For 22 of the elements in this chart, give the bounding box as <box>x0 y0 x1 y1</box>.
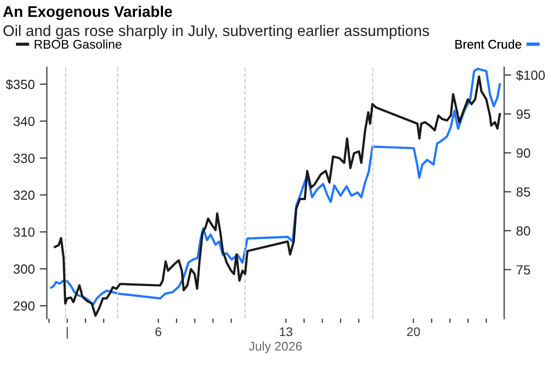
y-tick-label: 340 <box>14 116 35 126</box>
x-tick-label: | <box>66 326 68 339</box>
y2-tick-label: 95 <box>516 109 530 119</box>
y-tick-label: 300 <box>14 264 35 274</box>
x-tick-label: 13 <box>280 327 292 336</box>
y2-tick-label: $100 <box>516 70 545 81</box>
x-axis-title: July 2026 <box>248 341 302 354</box>
y2-tick-label: 80 <box>516 226 530 236</box>
y-tick-label: $350 <box>6 79 35 90</box>
y2-tick-label: 90 <box>516 148 530 158</box>
y2-tick-label: 75 <box>516 265 530 275</box>
y-tick-label: 290 <box>14 301 35 311</box>
y2-tick-label: 85 <box>516 187 530 197</box>
chart-subtitle: Oil and gas rose sharply in July, subverting earlier assumptions <box>3 24 430 40</box>
legend-label: RBOB Gasoline <box>34 40 122 49</box>
x-tick-label: 20 <box>407 327 420 336</box>
y-tick-label: 320 <box>14 190 35 200</box>
legend-label: Brent Crude <box>455 40 522 49</box>
chart-title: An Exogenous Variable <box>3 6 172 20</box>
y-tick-label: 310 <box>14 227 35 237</box>
x-tick-label: 6 <box>156 327 162 336</box>
y-tick-label: 330 <box>14 154 35 163</box>
